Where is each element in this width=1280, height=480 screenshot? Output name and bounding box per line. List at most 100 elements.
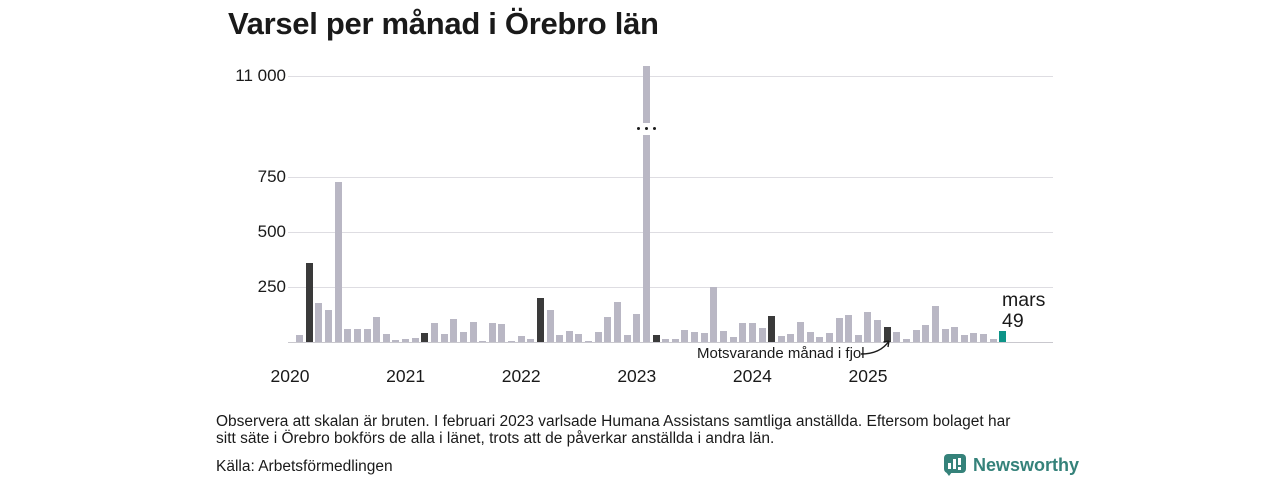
scale-break-dots-icon: [652, 127, 656, 130]
bar: [864, 312, 872, 342]
chart-title: Varsel per månad i Örebro län: [228, 6, 659, 41]
bar: [633, 314, 641, 342]
newsworthy-logo: Newsworthy: [944, 454, 1079, 476]
bar: [777, 336, 785, 342]
bar: [469, 322, 477, 342]
bar: [922, 325, 930, 342]
bar: [912, 330, 920, 342]
bar: [941, 329, 949, 342]
bar: [325, 310, 333, 342]
bar: [816, 337, 824, 342]
bar: [315, 303, 323, 342]
bar: [854, 335, 862, 342]
bar-highlight-dark: [768, 316, 776, 342]
y-axis-tick-label: 750: [257, 167, 286, 186]
newsworthy-chart-bubble-icon: [944, 454, 966, 476]
x-axis-tick-label: 2022: [501, 366, 541, 386]
bar: [700, 333, 708, 342]
annotation-arrow-icon: [860, 340, 890, 355]
bar: [604, 317, 612, 342]
bar-highlight-dark: [652, 335, 660, 342]
bar: [296, 335, 304, 342]
x-axis-tick-label: 2023: [617, 366, 657, 386]
newsworthy-logo-text: Newsworthy: [973, 454, 1080, 475]
bar: [931, 306, 939, 342]
bar: [440, 334, 448, 342]
scale-break-dots-icon: [644, 127, 648, 130]
source-label: Källa: Arbetsförmedlingen: [216, 458, 393, 475]
bar: [893, 332, 901, 342]
bar: [508, 341, 516, 342]
bar: [758, 328, 766, 342]
bar: [575, 334, 583, 342]
bar: [623, 335, 631, 342]
bar: [488, 323, 496, 342]
bar: [392, 340, 400, 342]
bar: [546, 310, 554, 342]
x-axis-line: [288, 342, 1053, 343]
bar: [729, 337, 737, 342]
bar: [565, 331, 573, 342]
latest-month-label: mars: [1002, 289, 1046, 311]
bar: [951, 327, 959, 342]
bar: [710, 287, 718, 342]
bar-spike-lower: [642, 135, 650, 342]
bar: [691, 332, 699, 342]
gridline: [288, 177, 1053, 178]
x-axis-tick-label: 2020: [270, 366, 310, 386]
bar: [806, 332, 814, 342]
bar: [363, 329, 371, 342]
bar: [719, 331, 727, 342]
bar-highlight-dark: [536, 298, 544, 342]
bar: [797, 322, 805, 342]
gridline: [288, 287, 1053, 288]
bar: [970, 333, 978, 342]
bar: [556, 335, 564, 342]
bar: [450, 319, 458, 342]
bar: [903, 339, 911, 342]
bar: [825, 333, 833, 342]
x-axis-tick-label: 2024: [732, 366, 772, 386]
bar: [739, 323, 747, 342]
gridline: [288, 76, 1053, 77]
gridline: [288, 232, 1053, 233]
bar: [373, 317, 381, 342]
scale-break-dots-icon: [636, 127, 640, 130]
bar: [498, 324, 506, 342]
bar: [681, 330, 689, 342]
y-axis-tick-label: 250: [257, 277, 286, 296]
x-axis-tick-label: 2021: [386, 366, 426, 386]
bar: [748, 323, 756, 342]
bar: [459, 332, 467, 342]
x-axis-tick-label: 2025: [848, 366, 888, 386]
bar: [845, 315, 853, 342]
footnote-line2: sitt säte i Örebro bokförs de alla i län…: [216, 430, 775, 447]
bar: [960, 335, 968, 342]
bar-spike-upper: [642, 66, 650, 123]
bar: [585, 341, 593, 342]
bar: [430, 323, 438, 342]
bar: [334, 182, 342, 342]
bar: [787, 334, 795, 342]
y-axis-tick-label: 500: [257, 222, 286, 241]
bar: [614, 302, 622, 342]
footnote-line1: Observera att skalan är bruten. I februa…: [216, 413, 1011, 430]
bar: [382, 334, 390, 342]
bar: [874, 320, 882, 342]
bar: [411, 338, 419, 342]
bar: [662, 339, 670, 342]
bar-highlight-dark: [883, 327, 891, 342]
annotation-label: Motsvarande månad i fjol: [697, 345, 865, 362]
bar: [479, 341, 487, 342]
bar: [517, 336, 525, 342]
bar-highlight-dark: [305, 263, 313, 342]
bar: [980, 334, 988, 342]
bar-latest: [999, 331, 1007, 342]
latest-value-label: 49: [1002, 310, 1024, 332]
bar: [344, 329, 352, 342]
bar-highlight-dark: [421, 333, 429, 342]
bar: [402, 339, 410, 342]
bar: [671, 339, 679, 342]
